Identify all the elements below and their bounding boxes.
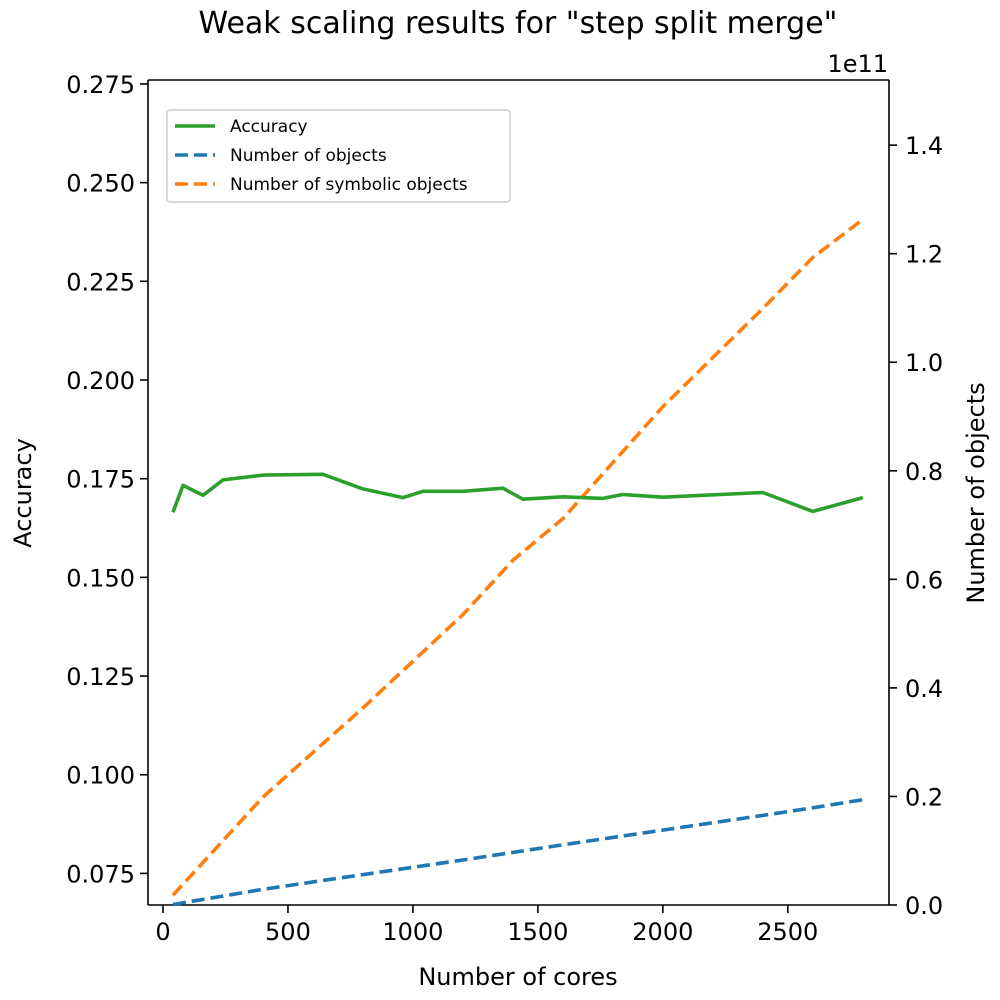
right-tick-label: 1.0 [905, 349, 943, 377]
right-axis-ticks: 0.0 0.2 0.4 0.6 0.8 1.0 1.2 1.4 [889, 132, 943, 920]
left-tick-label: 0.275 [66, 71, 135, 99]
x-axis-label: Number of cores [418, 963, 617, 991]
x-tick-label: 1000 [382, 918, 443, 946]
x-tick-label: 0 [155, 918, 170, 946]
right-axis-label: Number of objects [962, 382, 990, 603]
right-axis-multiplier: 1e11 [827, 50, 888, 78]
left-axis-ticks: 0.075 0.100 0.125 0.150 0.175 0.200 0.225 0.250… [66, 71, 148, 888]
x-tick-label: 1500 [507, 918, 568, 946]
series-group [171, 218, 864, 907]
legend-box [166, 109, 511, 203]
left-tick-label: 0.200 [66, 367, 135, 395]
plot-frame [147, 79, 890, 906]
right-tick-label: 0.8 [905, 458, 943, 486]
left-tick-label: 0.150 [66, 564, 135, 592]
left-tick-label: 0.075 [66, 860, 135, 888]
legend-label: Accuracy [230, 117, 308, 137]
right-tick-label: 0.2 [905, 783, 943, 811]
left-axis-label: Accuracy [9, 438, 37, 548]
left-tick-label: 0.100 [66, 762, 135, 790]
x-tick-label: 500 [265, 918, 311, 946]
right-tick-label: 0.4 [905, 675, 943, 703]
x-axis-ticks: 0 500 1000 1500 2000 2500 [155, 905, 818, 946]
right-tick-label: 1.4 [905, 132, 943, 160]
series-line-number-of-objects [172, 797, 864, 907]
legend-label: Number of objects [230, 146, 387, 166]
legend: Accuracy Number of objects Number of symbo… [166, 109, 511, 203]
left-tick-label: 0.125 [66, 663, 135, 691]
right-tick-label: 1.2 [905, 241, 943, 269]
right-tick-label: 0.6 [905, 566, 943, 594]
legend-label: Number of symbolic objects [230, 175, 468, 195]
x-tick-label: 2000 [632, 918, 693, 946]
chart-title: Weak scaling results for "step split mer… [199, 6, 838, 41]
right-tick-label: 0.0 [905, 892, 943, 920]
x-tick-label: 2500 [757, 918, 818, 946]
series-line-accuracy [171, 472, 864, 514]
left-tick-label: 0.250 [66, 170, 135, 198]
left-tick-label: 0.175 [66, 466, 135, 494]
left-tick-label: 0.225 [66, 268, 135, 296]
series-line-number-of-symbolic-objects [171, 218, 864, 897]
